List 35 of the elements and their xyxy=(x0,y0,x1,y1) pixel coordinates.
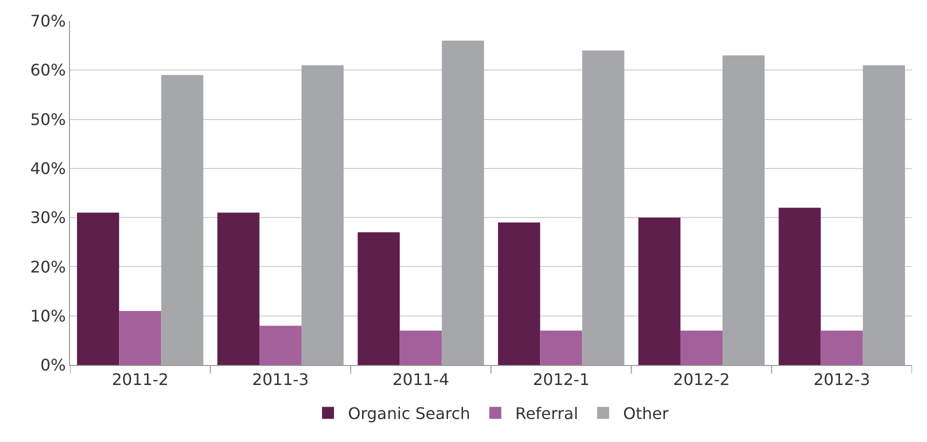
bar xyxy=(161,75,204,365)
bar xyxy=(680,330,723,365)
bar xyxy=(442,40,484,365)
bar xyxy=(862,65,905,365)
bar xyxy=(778,208,821,365)
legend-label: Organic Search xyxy=(348,404,470,424)
bar xyxy=(302,65,344,365)
x-tick-label: 2012-3 xyxy=(813,370,870,390)
bar xyxy=(722,55,765,365)
y-tick-label: 10% xyxy=(30,306,66,326)
y-tick-label: 30% xyxy=(30,208,66,228)
bar xyxy=(400,330,442,365)
x-tick-label: 2011-2 xyxy=(112,370,169,390)
bar xyxy=(638,218,680,365)
y-tick-label: 60% xyxy=(30,60,66,80)
bar xyxy=(820,330,863,365)
bar xyxy=(119,310,162,365)
x-tick-label: 2012-1 xyxy=(532,370,590,390)
x-tick-label: 2011-4 xyxy=(392,370,450,390)
bar xyxy=(77,212,120,365)
bar xyxy=(498,222,540,365)
legend-label: Other xyxy=(623,404,669,424)
bar xyxy=(217,212,260,365)
bar xyxy=(582,50,624,365)
legend-label: Referral xyxy=(515,404,578,424)
x-tick-label: 2011-3 xyxy=(252,370,309,390)
bar xyxy=(540,330,582,365)
x-tick-label: 2012-2 xyxy=(673,370,730,390)
y-tick-label: 70% xyxy=(30,12,66,31)
y-tick-label: 20% xyxy=(30,257,66,276)
bar xyxy=(358,232,400,365)
y-tick-label: 40% xyxy=(30,159,66,178)
bar xyxy=(259,326,302,365)
y-tick-label: 0% xyxy=(40,356,66,375)
y-tick-label: 50% xyxy=(30,110,66,129)
